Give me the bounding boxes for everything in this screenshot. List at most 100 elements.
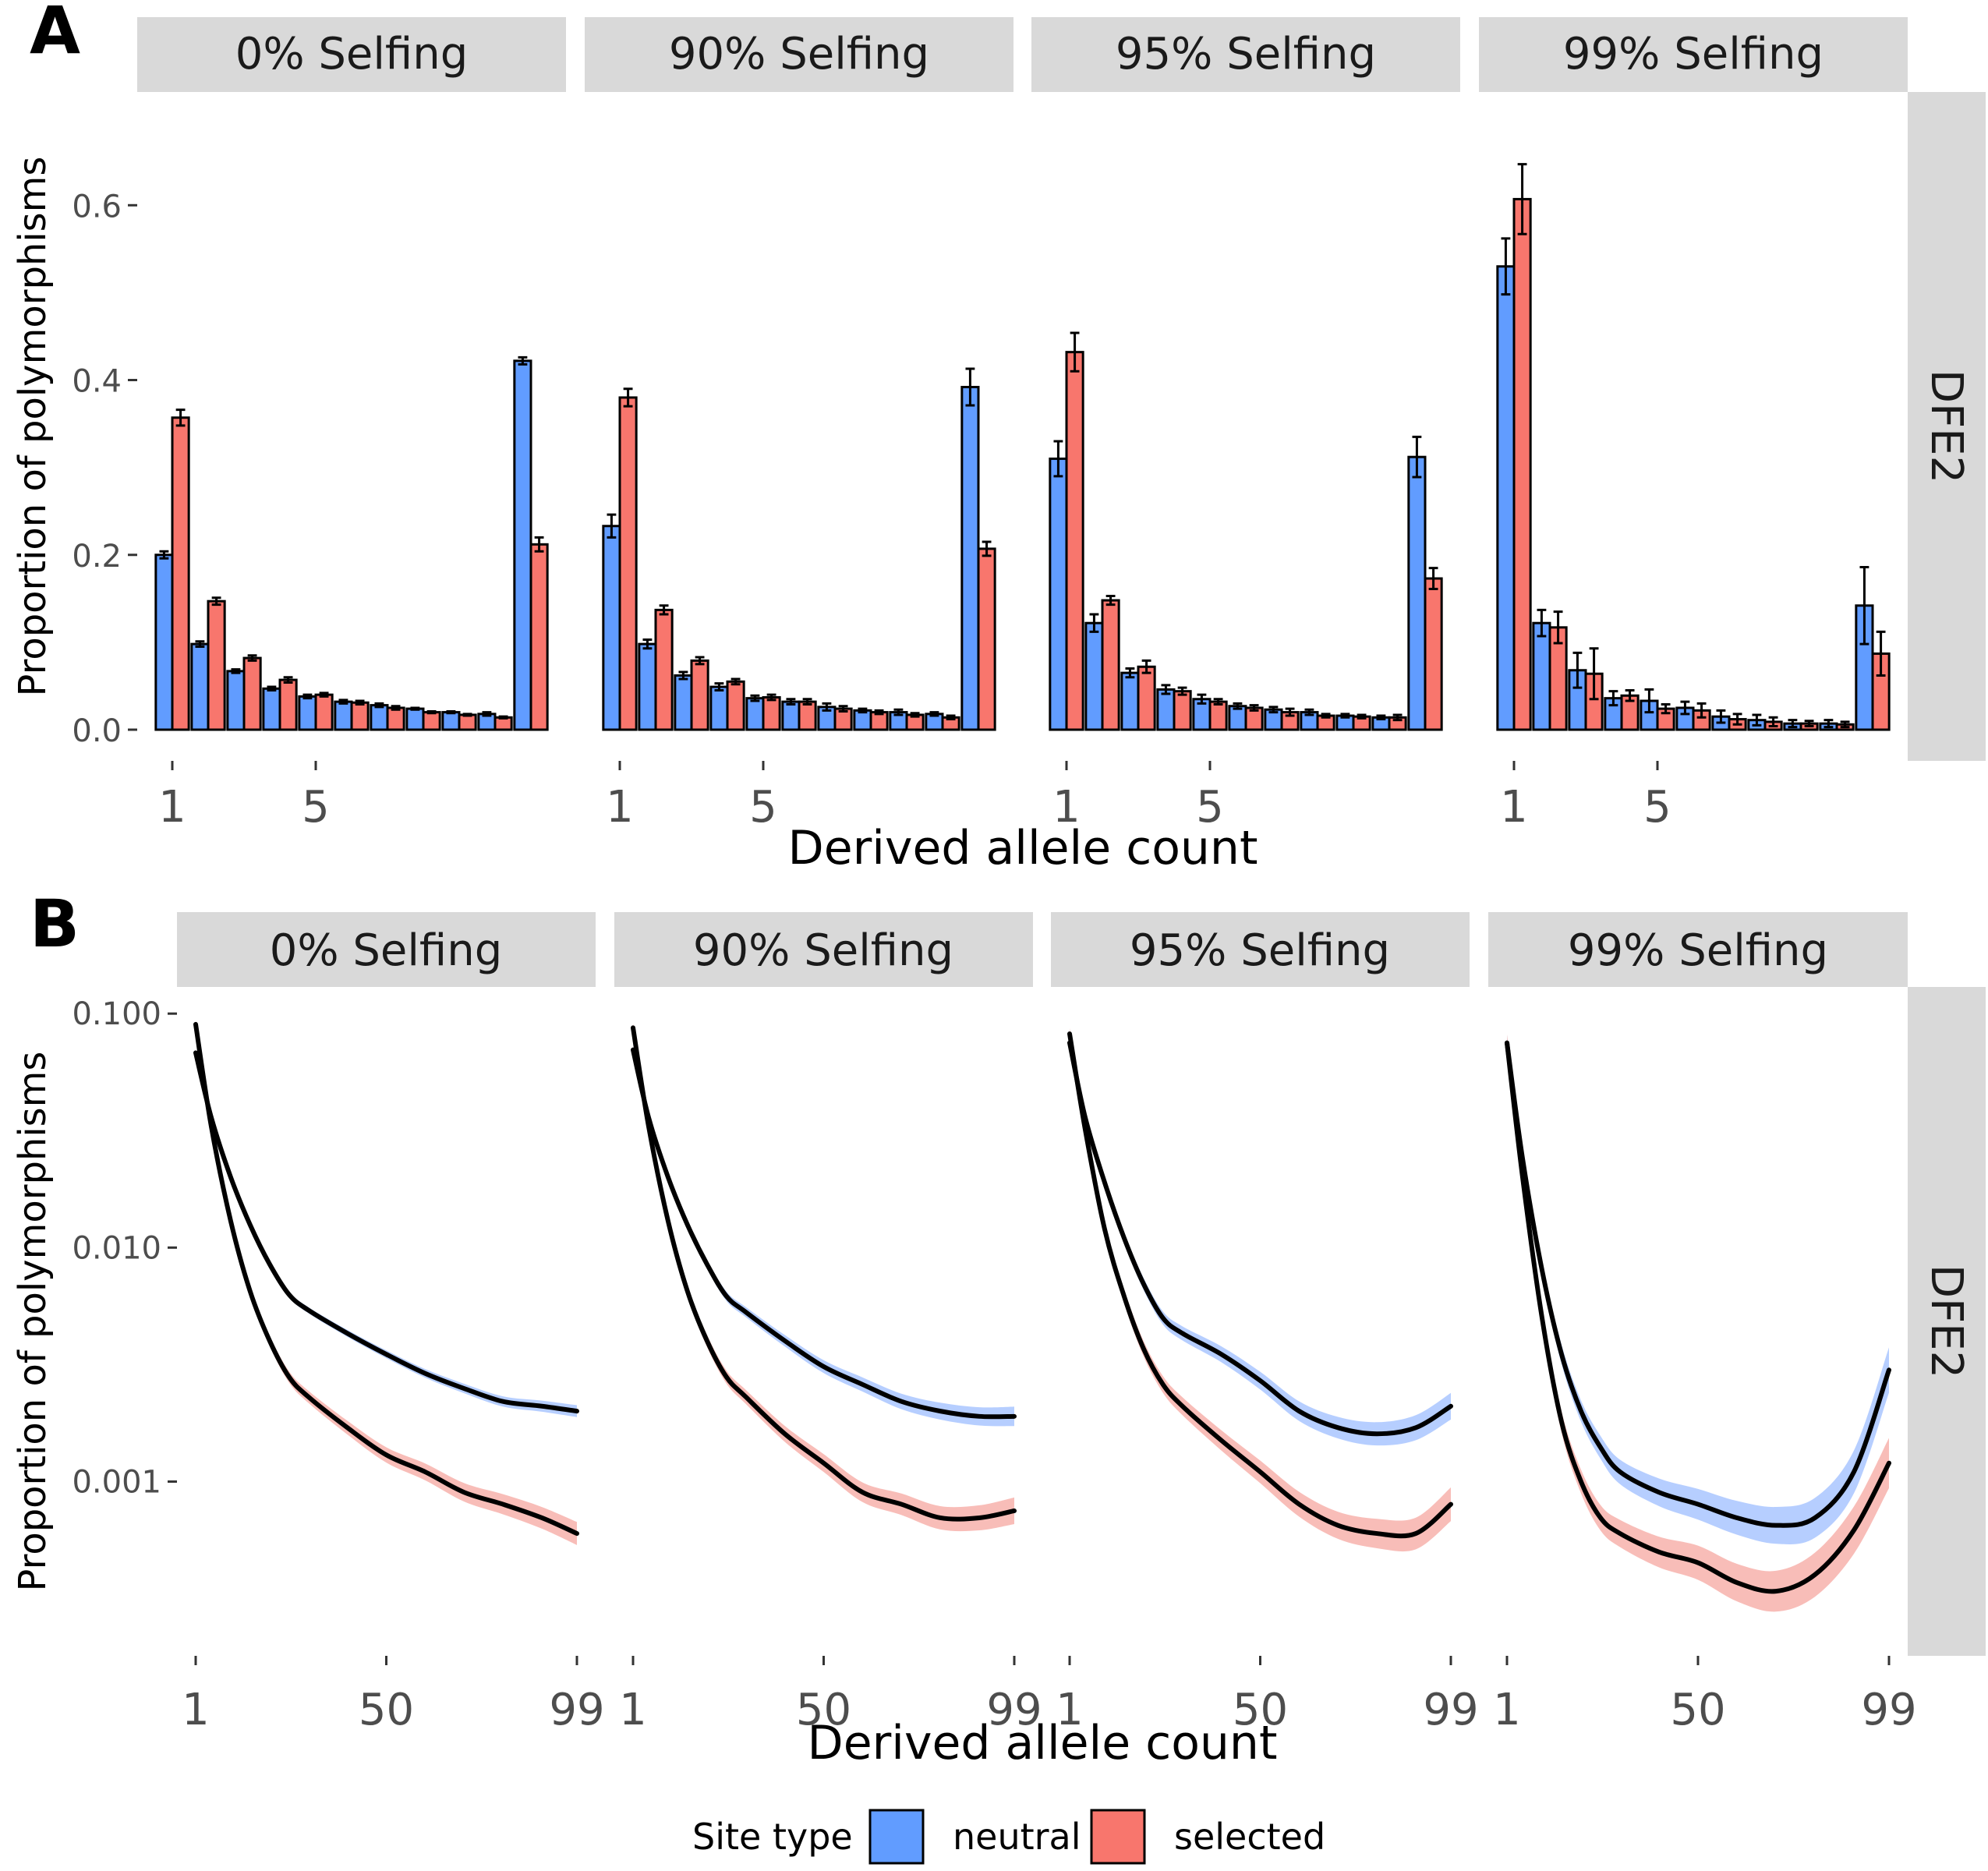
confidence-band-selected <box>1507 1034 1889 1612</box>
bar-selected <box>1065 351 1084 731</box>
error-bar <box>410 706 420 711</box>
error-bar <box>534 536 544 553</box>
line-neutral <box>1067 1040 1453 1437</box>
bar-selected <box>171 416 190 731</box>
error-bar <box>910 712 920 718</box>
confidence-band-neutral <box>1507 1035 1889 1544</box>
y-tick-label: 0.0 <box>72 713 122 749</box>
error-bar <box>1804 720 1814 728</box>
x-tick-label: 1 <box>1493 1685 1521 1735</box>
facet-strip-right <box>1908 987 1986 1656</box>
y-tick-label: 0.4 <box>72 364 122 400</box>
bar-neutral <box>405 707 425 731</box>
panel-label-a: A <box>30 0 80 69</box>
error-bar <box>1197 693 1207 705</box>
bar-selected <box>529 543 549 731</box>
error-bar <box>518 355 528 366</box>
error-bar <box>1589 647 1599 701</box>
bar-selected <box>762 696 781 731</box>
y-tick-label: 0.6 <box>72 189 122 225</box>
bar-selected <box>1173 690 1192 731</box>
chart-b: 0.100 0.010 0.001 1 50 99 1 50 99 1 50 99 1 50 99 <box>72 996 1916 1735</box>
error-bar <box>1105 594 1116 607</box>
error-bar <box>319 691 329 698</box>
error-bar <box>1788 719 1798 729</box>
x-tick-label: 1 <box>606 782 634 833</box>
confidence-band-selected <box>196 1020 577 1545</box>
error-bar <box>482 711 492 717</box>
y-tick-label: 0.2 <box>72 539 122 575</box>
error-bar <box>965 367 975 407</box>
error-bar <box>1625 689 1635 702</box>
line-selected <box>193 1021 579 1537</box>
panel-label-b: B <box>30 886 80 962</box>
y-tick-label: 0.010 <box>72 1230 161 1266</box>
bar-neutral <box>709 685 729 731</box>
bar-neutral <box>441 711 461 731</box>
error-bar <box>1141 659 1151 674</box>
error-bar <box>929 711 939 717</box>
error-bar <box>1572 651 1583 689</box>
bar-neutral <box>1407 455 1427 731</box>
error-bar <box>730 677 741 686</box>
error-bar <box>338 699 348 705</box>
error-bar <box>1716 709 1726 724</box>
x-tick-label: 50 <box>359 1685 414 1735</box>
bar-neutral <box>298 695 317 731</box>
x-tick-label: 5 <box>1196 782 1224 833</box>
y-axis-title-b: Proportion of polymorphisms <box>11 1052 55 1592</box>
facet-strip <box>614 912 1033 987</box>
facet-strip-label: 0% Selfing <box>270 925 503 976</box>
bar-selected <box>458 713 477 731</box>
bar-neutral <box>226 670 246 731</box>
error-bar <box>195 640 205 648</box>
error-bar <box>1517 163 1527 235</box>
bar-neutral <box>674 674 693 731</box>
error-bar <box>1661 702 1671 715</box>
bar-selected <box>207 599 226 731</box>
legend-label-neutral: neutral <box>953 1816 1081 1858</box>
bar-neutral <box>262 687 281 731</box>
error-bar <box>1859 565 1869 645</box>
bar-neutral <box>1049 457 1068 731</box>
x-tick-label: 99 <box>549 1685 604 1735</box>
x-tick-label: 50 <box>1233 1685 1288 1735</box>
error-bar <box>1125 667 1135 679</box>
facet-strip <box>1051 912 1470 987</box>
facet-strips-a: 0% Selfing 90% Selfing 95% Selfing 99% S… <box>137 17 1986 761</box>
x-tick-label: 1 <box>158 782 186 833</box>
facet-strip-label: 95% Selfing <box>1116 29 1376 80</box>
confidence-band-selected <box>633 1023 1014 1532</box>
facet-strip <box>585 17 1013 92</box>
bar-selected <box>422 711 441 731</box>
error-bar <box>607 513 617 539</box>
line-selected <box>1067 1031 1453 1539</box>
error-bar <box>678 670 688 681</box>
bar-selected <box>654 608 674 731</box>
error-bar <box>822 702 832 712</box>
bar-selected <box>1101 599 1120 731</box>
facet-strip-label: 95% Selfing <box>1130 925 1390 976</box>
x-tick-label: 99 <box>986 1685 1042 1735</box>
error-bar <box>766 693 776 702</box>
legend: Site type neutral selected <box>692 1809 1325 1865</box>
x-tick-label: 50 <box>796 1685 851 1735</box>
error-bar <box>858 707 868 714</box>
error-bar <box>642 638 653 650</box>
error-bar <box>1089 613 1099 633</box>
bar-neutral <box>1496 265 1516 731</box>
error-bar <box>1412 435 1422 479</box>
error-bar <box>1357 713 1367 720</box>
bar-selected <box>977 547 996 731</box>
error-bar <box>714 682 724 692</box>
error-bar <box>623 387 633 408</box>
error-bar <box>211 596 221 607</box>
error-bar <box>498 715 508 720</box>
error-bar <box>267 685 277 692</box>
bar-selected <box>1208 700 1228 731</box>
bar-selected <box>1424 577 1443 731</box>
line-selected <box>1505 1040 1891 1594</box>
bar-selected <box>1137 665 1156 731</box>
bar-neutral <box>154 554 174 731</box>
